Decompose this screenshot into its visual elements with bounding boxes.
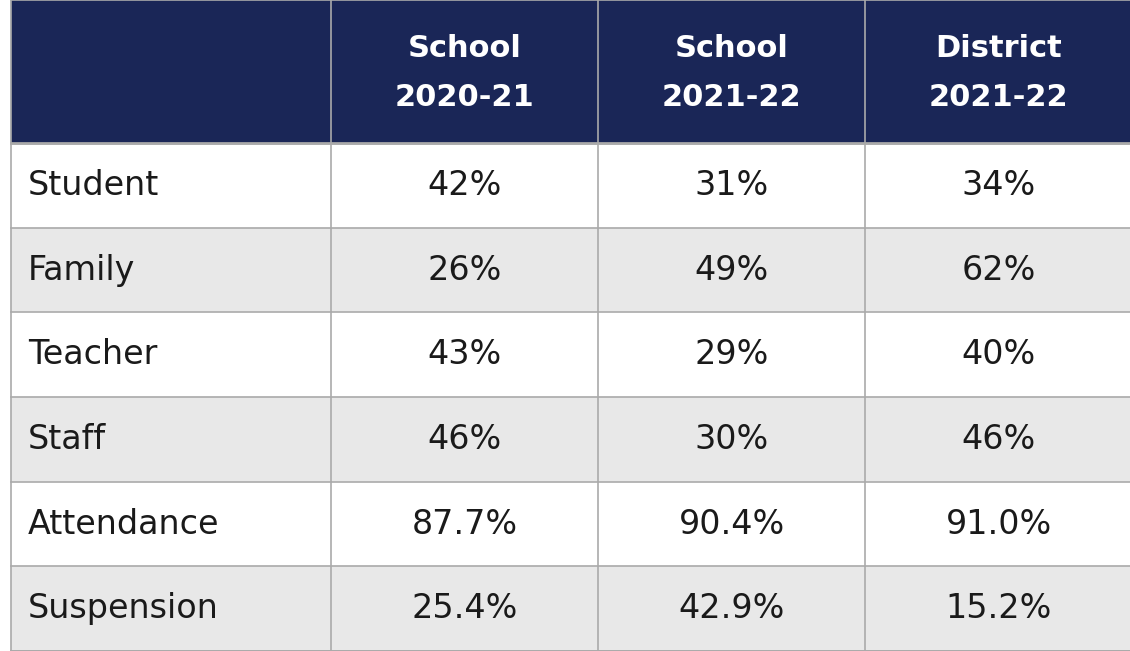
- Bar: [331, 0, 598, 143]
- Text: Suspension: Suspension: [28, 592, 219, 625]
- Text: Staff: Staff: [28, 423, 106, 456]
- Text: 91.0%: 91.0%: [946, 508, 1052, 540]
- Bar: [866, 397, 1130, 482]
- Bar: [866, 312, 1130, 397]
- Text: 2021-22: 2021-22: [929, 83, 1069, 112]
- Text: 42%: 42%: [427, 169, 502, 202]
- Text: 2021-22: 2021-22: [662, 83, 801, 112]
- Bar: [11, 228, 331, 312]
- Bar: [598, 312, 866, 397]
- Text: 34%: 34%: [962, 169, 1036, 202]
- Bar: [598, 143, 866, 228]
- Bar: [598, 228, 866, 312]
- Text: 43%: 43%: [427, 339, 502, 371]
- Bar: [598, 397, 866, 482]
- Bar: [11, 482, 331, 566]
- Bar: [866, 566, 1130, 651]
- Bar: [331, 482, 598, 566]
- Bar: [11, 312, 331, 397]
- Text: 15.2%: 15.2%: [946, 592, 1052, 625]
- Text: Student: Student: [28, 169, 159, 202]
- Text: 2020-21: 2020-21: [394, 83, 534, 112]
- Text: Attendance: Attendance: [28, 508, 219, 540]
- Bar: [866, 143, 1130, 228]
- Bar: [11, 397, 331, 482]
- Bar: [11, 0, 331, 143]
- Bar: [331, 397, 598, 482]
- Bar: [598, 482, 866, 566]
- Text: Teacher: Teacher: [28, 339, 157, 371]
- Bar: [331, 312, 598, 397]
- Text: 42.9%: 42.9%: [678, 592, 785, 625]
- Bar: [331, 228, 598, 312]
- Bar: [598, 0, 866, 143]
- Text: 26%: 26%: [427, 254, 502, 286]
- Text: School: School: [408, 35, 521, 63]
- Text: 40%: 40%: [962, 339, 1036, 371]
- Text: 87.7%: 87.7%: [411, 508, 518, 540]
- Bar: [331, 143, 598, 228]
- Bar: [866, 228, 1130, 312]
- Bar: [331, 566, 598, 651]
- Text: 62%: 62%: [962, 254, 1036, 286]
- Text: 25.4%: 25.4%: [411, 592, 518, 625]
- Text: 30%: 30%: [695, 423, 768, 456]
- Text: 90.4%: 90.4%: [678, 508, 784, 540]
- Bar: [11, 143, 331, 228]
- Bar: [11, 566, 331, 651]
- Text: Family: Family: [28, 254, 136, 286]
- Text: District: District: [936, 35, 1062, 63]
- Text: 29%: 29%: [695, 339, 768, 371]
- Text: School: School: [675, 35, 789, 63]
- Text: 49%: 49%: [695, 254, 768, 286]
- Text: 46%: 46%: [962, 423, 1036, 456]
- Text: 31%: 31%: [695, 169, 768, 202]
- Bar: [598, 566, 866, 651]
- Text: 46%: 46%: [427, 423, 502, 456]
- Bar: [866, 0, 1130, 143]
- Bar: [866, 482, 1130, 566]
